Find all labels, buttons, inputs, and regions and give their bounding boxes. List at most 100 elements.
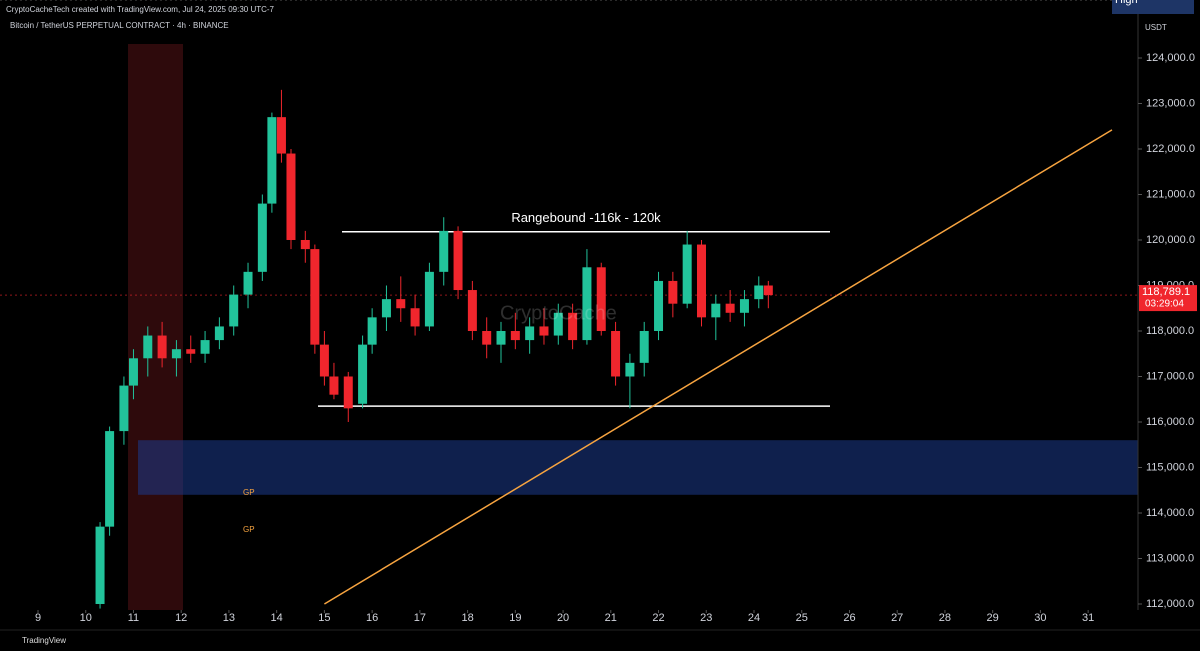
highlight-column [128,44,183,610]
candle-body [582,267,592,341]
candle-body [267,117,277,204]
x-tick-label: 19 [509,612,521,624]
plot: GP GP Rangebound -116k - 120k [0,0,1138,609]
candle-body [105,431,115,527]
candle-body [329,376,339,395]
y-tick-label: 113,000.0 [1146,552,1194,564]
high-box [1112,0,1194,14]
candle-body [568,312,578,341]
candle-body [143,335,153,359]
candle-body [119,385,129,432]
y-tick-label: 118,000.0 [1146,325,1194,337]
candle-body [754,285,764,300]
x-tick-label: 22 [652,612,664,624]
x-tick-label: 16 [366,612,378,624]
candle-body [95,526,105,604]
y-tick-label: 114,000.0 [1146,507,1194,519]
candle-body [310,249,320,345]
candle-body [453,230,463,291]
currency: USDT [1145,23,1167,32]
candle-body [467,290,477,331]
x-tick-label: 24 [748,612,760,624]
x-tick-label: 30 [1034,612,1046,624]
candle-body [229,294,239,327]
y-tick-label: 112,000.0 [1146,598,1194,610]
x-tick-label: 21 [605,612,617,624]
symbol: Bitcoin / TetherUS PERPETUAL CONTRACT · … [10,21,229,30]
candle-body [381,299,391,318]
candle-body [286,153,296,240]
support-zone [138,440,1138,495]
candle-body [157,335,167,359]
candle-body [625,362,635,377]
candle-body [319,344,329,377]
last-value: 118,789.1 [1142,286,1190,298]
countdown: 03:29:04 [1145,299,1184,310]
y-tick-label: 123,000.0 [1146,97,1195,109]
candle-body [696,244,706,318]
x-tick-label: 9 [35,612,41,624]
y-tick-label: 122,000.0 [1146,143,1195,155]
y-tick-label: 116,000.0 [1146,416,1194,428]
candle-body [725,303,735,313]
candle-body [410,308,420,327]
candle-body [525,326,535,341]
candle-body [186,349,196,354]
candle-body [276,117,286,154]
gp-label: GP [243,488,255,497]
candle-body [539,326,549,336]
annotation: Rangebound -116k - 120k [511,210,661,225]
watermark: CryptoCache [500,302,617,324]
candle-body [300,239,310,250]
candle-body [482,330,492,345]
y-tick-label: 115,000.0 [1146,461,1194,473]
candle-body [424,271,434,327]
x-tick-label: 18 [461,612,473,624]
last-box [1139,285,1197,312]
candle-body [496,330,506,345]
x-tick-label: 27 [891,612,903,624]
x-tick-label: 23 [700,612,712,624]
y-tick-label: 117,000.0 [1146,370,1194,382]
y-tick-label: 120,000.0 [1146,234,1195,246]
candle-body [396,299,406,309]
candle-body [668,280,678,304]
candle-body [367,317,377,345]
footer-brand: TradingView [22,636,66,645]
credit: CryptoCacheTech created with TradingView… [6,5,275,14]
candle-body [200,340,210,354]
x-tick-label: 14 [271,612,283,624]
x-tick-label: 11 [128,612,139,624]
candle-body [214,326,224,341]
x-tick-label: 12 [175,612,187,624]
x-tick-label: 25 [796,612,808,624]
x-tick-label: 31 [1082,612,1094,624]
candle-body [611,330,621,377]
candle-body [358,344,368,404]
candle-body [763,285,773,296]
candle-body [639,330,649,363]
candle-body [711,303,721,318]
x-tick-label: 13 [223,612,235,624]
candle-body [128,358,138,386]
gp-label: GP [243,525,255,534]
candle-body [682,244,692,304]
candle-body [257,203,267,272]
x-tick-label: 17 [414,612,426,624]
x-tick-label: 15 [318,612,330,624]
x-tick-label: 26 [843,612,855,624]
x-tick-label: 28 [939,612,951,624]
candle-body [553,312,563,336]
candle-body [171,349,181,359]
candle-body [739,299,749,313]
x-tick-label: 29 [987,612,999,624]
y-tick-label: 121,000.0 [1146,188,1195,200]
candle-body [439,230,449,272]
y-tick-label: 124,000.0 [1146,52,1195,64]
candle-body [654,280,664,331]
x-tick-label: 20 [557,612,569,624]
x-tick-label: 10 [80,612,92,624]
candle-body [596,267,606,331]
high-label: High [1115,0,1138,6]
